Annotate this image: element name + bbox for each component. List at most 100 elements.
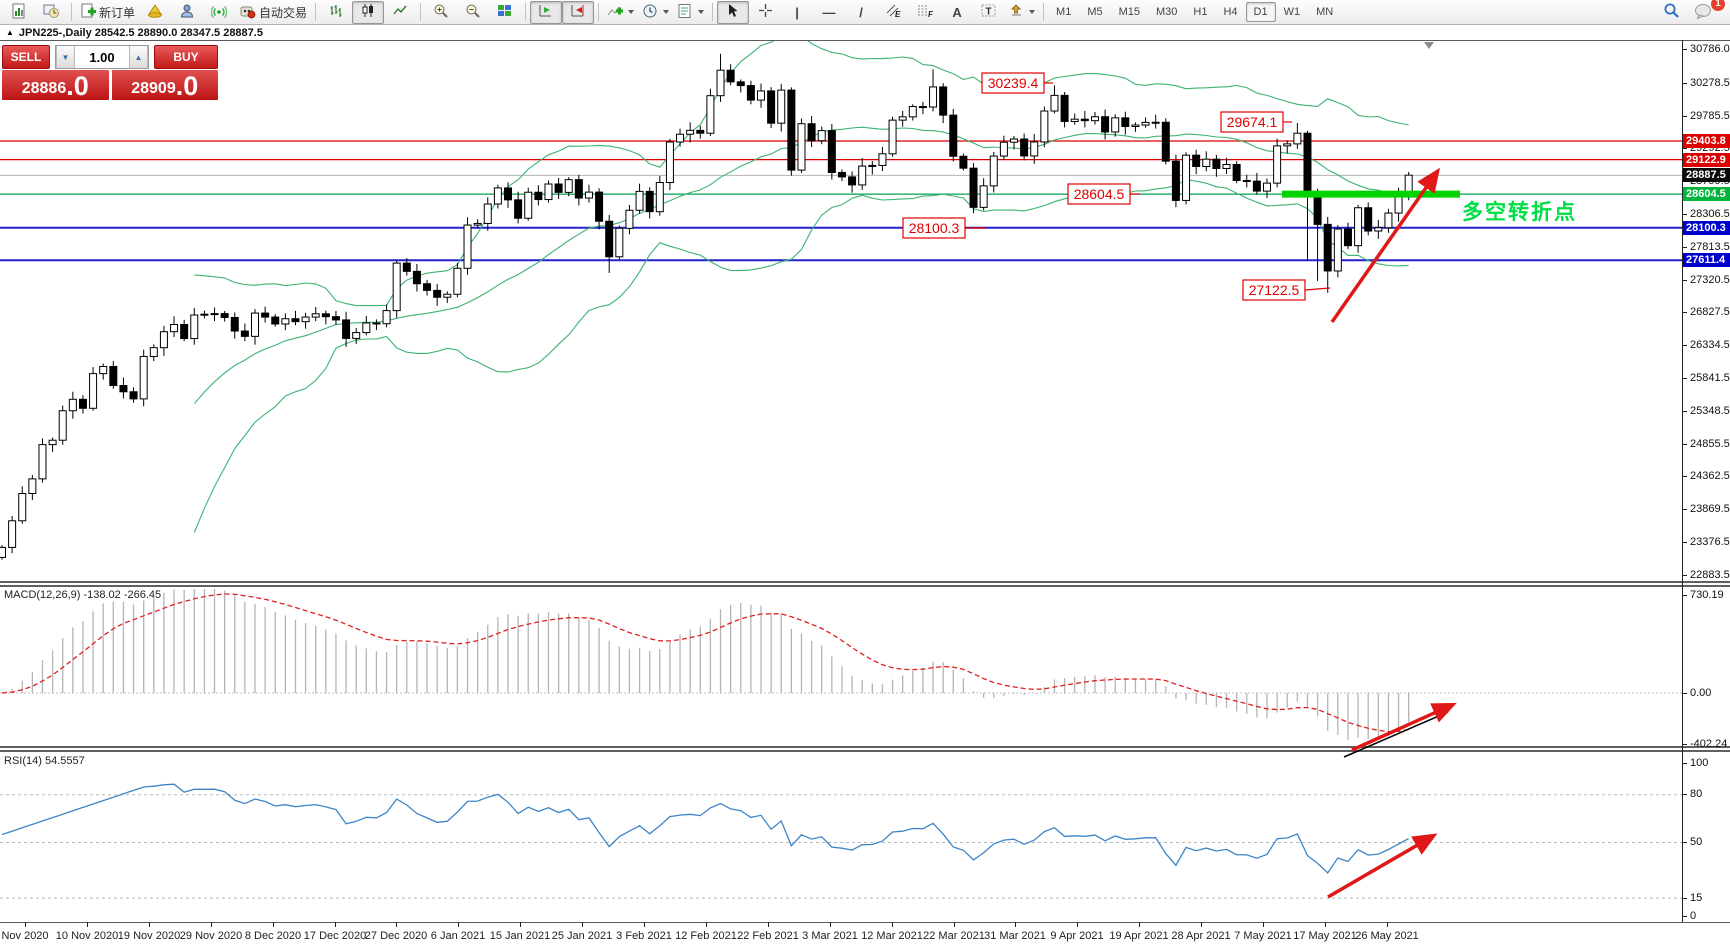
crosshair-button[interactable]: [749, 1, 781, 24]
price-axis-tick: [1682, 83, 1687, 84]
zoom-out-button[interactable]: [457, 1, 489, 24]
new-order-button[interactable]: 新订单: [76, 1, 139, 24]
trendline-button[interactable]: /: [845, 1, 877, 24]
main-chart-pane[interactable]: [0, 40, 1682, 581]
buy-price[interactable]: 28909.0: [111, 70, 218, 100]
horizontal-line-button[interactable]: —: [813, 1, 845, 24]
price-axis-tick: [1682, 116, 1687, 117]
date-axis-label: 28 Apr 2021: [1171, 930, 1231, 942]
bar-chart-button[interactable]: [320, 1, 352, 24]
text-label-button[interactable]: T: [973, 1, 1005, 24]
price-axis-tick-label: 30786.0: [1690, 43, 1730, 55]
profiles-button[interactable]: [35, 1, 67, 24]
equidistant-channel-button[interactable]: E: [877, 1, 909, 24]
notifications-button[interactable]: 1: [1687, 0, 1725, 24]
indicators-button[interactable]: [603, 1, 638, 24]
line-chart-button[interactable]: [384, 1, 416, 24]
templates-button[interactable]: [673, 1, 708, 24]
vertical-line-button[interactable]: |: [781, 1, 813, 24]
chat-bubble-icon: [1694, 3, 1712, 22]
timeframe-button-d1[interactable]: D1: [1245, 2, 1276, 22]
price-axis-tick-label: 28306.5: [1690, 208, 1730, 220]
price-axis-tick: [1682, 575, 1687, 576]
scroll-anchor-icon[interactable]: [1424, 42, 1434, 49]
price-axis-tick: [1682, 49, 1687, 50]
price-axis-tick-label: 25348.5: [1690, 405, 1730, 417]
price-axis-tick: [1682, 542, 1687, 543]
window-collapse-icon[interactable]: ▲: [6, 28, 14, 37]
timeframe-button-h1[interactable]: H1: [1193, 6, 1208, 18]
rsi-label: RSI(14) 54.5557: [4, 755, 85, 767]
sell-price[interactable]: 28886.0: [2, 70, 109, 100]
metaeditor-button[interactable]: [139, 1, 171, 24]
buy-button[interactable]: BUY: [154, 45, 218, 69]
date-axis-tick: [1387, 922, 1388, 927]
volume-input[interactable]: [75, 46, 129, 68]
person-icon: [179, 3, 195, 22]
sell-button[interactable]: SELL: [2, 45, 50, 69]
signals-icon: [210, 3, 228, 22]
timeframe-button-mn[interactable]: MN: [1316, 6, 1334, 18]
notification-badge: 1: [1711, 0, 1725, 11]
auto-trading-label: 自动交易: [259, 5, 308, 20]
timeframe-button-m5[interactable]: M5: [1087, 6, 1103, 18]
arrows-button[interactable]: [1005, 1, 1039, 24]
macd-pane[interactable]: [0, 587, 1682, 746]
timeframe-button-m30[interactable]: M30: [1156, 6, 1178, 18]
price-axis-tick-label: 27320.5: [1690, 274, 1730, 286]
periods-button[interactable]: [638, 1, 673, 24]
timeframe-button-m1[interactable]: M1: [1056, 6, 1072, 18]
fibonacci-button[interactable]: F: [909, 1, 941, 24]
timeframe-button-w1[interactable]: W1: [1283, 6, 1301, 18]
toolbar-separator: [598, 3, 600, 21]
line-chart-icon: [392, 3, 408, 21]
price-axis-tick-label: 22883.5: [1690, 569, 1730, 581]
auto-trading-button[interactable]: 自动交易: [235, 1, 311, 24]
price-axis-tick-label: 26334.5: [1690, 339, 1730, 351]
timeframe-group: M1 M5 M15 M30 H1 H4 D1 W1 MN: [1048, 2, 1341, 22]
text-button[interactable]: A: [941, 1, 973, 24]
arrange-windows-button[interactable]: [489, 1, 521, 24]
price-axis-tick: [1682, 444, 1687, 445]
rsi-axis-tick-label: 100: [1690, 757, 1709, 769]
chart-shift-button[interactable]: [562, 0, 595, 24]
candlestick-chart-button[interactable]: [352, 0, 385, 24]
macd-axis-tick: [1682, 693, 1687, 694]
price-axis-tick: [1682, 280, 1687, 281]
date-axis-label: 7 May 2021: [1234, 930, 1292, 942]
date-axis-tick: [396, 922, 397, 927]
chart-shift-icon: [570, 3, 586, 22]
rsi-pane[interactable]: [0, 752, 1682, 922]
pane-separator[interactable]: [0, 581, 1730, 587]
timeframe-button-h4[interactable]: H4: [1223, 6, 1238, 18]
auto-trading-icon: [239, 3, 256, 22]
vertical-line-icon: |: [795, 4, 799, 20]
volume-decrease-button[interactable]: ▼: [56, 46, 75, 68]
date-axis-tick: [211, 922, 212, 927]
price-axis-tick-label: 23869.5: [1690, 503, 1730, 515]
pane-separator[interactable]: [0, 746, 1730, 752]
search-button[interactable]: [1655, 1, 1687, 24]
chart-annotation-text[interactable]: 多空转折点: [1462, 201, 1577, 224]
cursor-button[interactable]: [717, 0, 750, 24]
rsi-axis-tick-label: 0: [1690, 910, 1697, 922]
timeframe-button-m15[interactable]: M15: [1118, 6, 1140, 18]
date-axis-label: 25 Jan 2021: [551, 930, 613, 942]
date-axis-label: 3 Feb 2021: [616, 930, 672, 942]
zoom-in-button[interactable]: [425, 1, 457, 24]
chart-title-text: JPN225-,Daily 28542.5 28890.0 28347.5 28…: [18, 26, 263, 39]
date-axis-label: 17 Dec 2020: [303, 930, 367, 942]
price-axis-line: [1682, 40, 1683, 922]
auto-scroll-icon: [538, 3, 554, 22]
date-axis-label: Nov 2020: [1, 930, 49, 942]
signals-button[interactable]: [203, 1, 235, 24]
volume-increase-button[interactable]: ▲: [129, 46, 148, 68]
new-chart-button[interactable]: [3, 1, 35, 24]
date-axis-label: 22 Feb 2021: [737, 930, 799, 942]
market-watch-button[interactable]: [171, 1, 203, 24]
svg-text:T: T: [986, 7, 992, 18]
price-axis-tick: [1682, 214, 1687, 215]
auto-scroll-button[interactable]: [530, 0, 563, 24]
date-axis-tick: [335, 922, 336, 927]
